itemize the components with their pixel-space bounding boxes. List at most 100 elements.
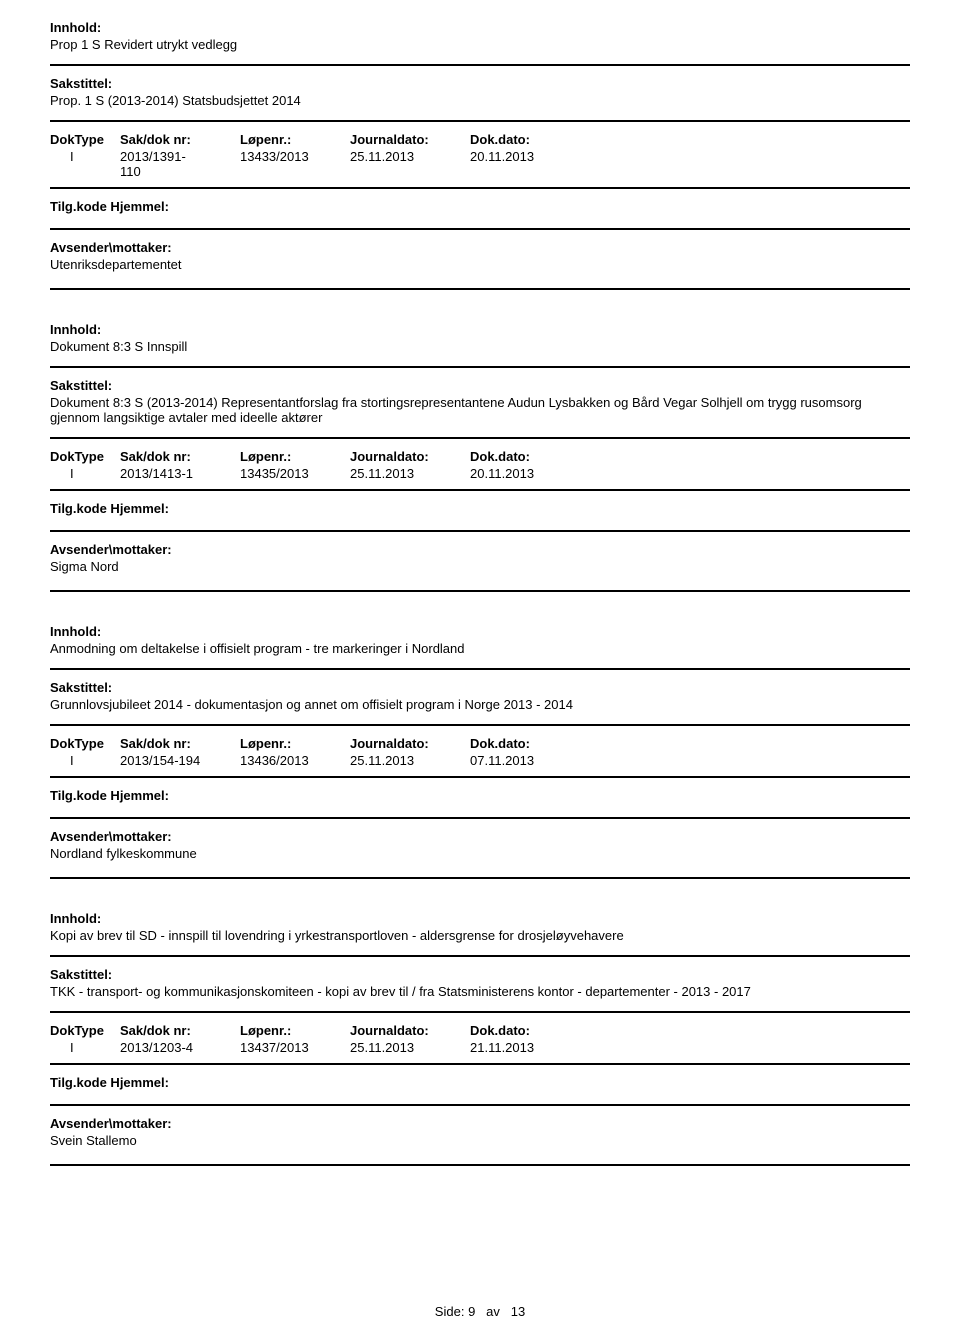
footer-of: av xyxy=(486,1304,500,1319)
sakstittel-label: Sakstittel: xyxy=(50,76,910,91)
innhold-value: Prop 1 S Revidert utrykt vedlegg xyxy=(50,37,910,52)
separator xyxy=(50,489,910,491)
journaldato-value: 25.11.2013 xyxy=(350,1040,470,1055)
entries-container: Innhold: Prop 1 S Revidert utrykt vedlegg… xyxy=(50,20,910,1166)
journal-entry: Innhold: Kopi av brev til SD - innspill t… xyxy=(50,911,910,1166)
data-row: I2013/1413-113435/201325.11.201320.11.20… xyxy=(50,466,910,481)
doktype-header: DokType xyxy=(50,132,120,147)
separator xyxy=(50,228,910,230)
avsender-value: Nordland fylkeskommune xyxy=(50,846,910,861)
journaldato-header: Journaldato: xyxy=(350,736,470,751)
doktype-value: I xyxy=(50,466,120,481)
avsender-value: Sigma Nord xyxy=(50,559,910,574)
journal-entry: Innhold: Anmodning om deltakelse i offisi… xyxy=(50,624,910,879)
separator xyxy=(50,187,910,189)
innhold-value: Anmodning om deltakelse i offisielt prog… xyxy=(50,641,910,656)
journal-entry: Innhold: Prop 1 S Revidert utrykt vedlegg… xyxy=(50,20,910,290)
doktype-header: DokType xyxy=(50,736,120,751)
avsender-value: Svein Stallemo xyxy=(50,1133,910,1148)
journaldato-header: Journaldato: xyxy=(350,449,470,464)
innhold-label: Innhold: xyxy=(50,20,910,35)
separator xyxy=(50,1104,910,1106)
footer-label: Side: xyxy=(435,1304,465,1319)
sakdok-value: 2013/1203-4 xyxy=(120,1040,240,1055)
data-row: I2013/154-19413436/201325.11.201307.11.2… xyxy=(50,753,910,768)
lopenr-header: Løpenr.: xyxy=(240,449,350,464)
sakdok-header: Sak/dok nr: xyxy=(120,449,240,464)
tilgkode-label: Tilg.kode Hjemmel: xyxy=(50,1075,910,1090)
sakdok-value: 2013/154-194 xyxy=(120,753,240,768)
dokdato-value: 21.11.2013 xyxy=(470,1040,590,1055)
page-footer: Side: 9 av 13 xyxy=(0,1304,960,1319)
separator xyxy=(50,724,910,726)
separator xyxy=(50,437,910,439)
journaldato-header: Journaldato: xyxy=(350,132,470,147)
innhold-label: Innhold: xyxy=(50,911,910,926)
journaldato-value: 25.11.2013 xyxy=(350,149,470,179)
separator xyxy=(50,877,910,879)
column-headers: DokTypeSak/dok nr:Løpenr.:Journaldato:Do… xyxy=(50,449,910,464)
dokdato-header: Dok.dato: xyxy=(470,736,590,751)
innhold-label: Innhold: xyxy=(50,322,910,337)
separator xyxy=(50,366,910,368)
sakstittel-label: Sakstittel: xyxy=(50,378,910,393)
sakstittel-value: Grunnlovsjubileet 2014 - dokumentasjon o… xyxy=(50,697,910,712)
separator xyxy=(50,817,910,819)
column-headers: DokTypeSak/dok nr:Løpenr.:Journaldato:Do… xyxy=(50,736,910,751)
tilgkode-label: Tilg.kode Hjemmel: xyxy=(50,199,910,214)
dokdato-value: 20.11.2013 xyxy=(470,149,590,179)
separator xyxy=(50,1063,910,1065)
sakdok-header: Sak/dok nr: xyxy=(120,736,240,751)
dokdato-value: 20.11.2013 xyxy=(470,466,590,481)
separator xyxy=(50,288,910,290)
dokdato-header: Dok.dato: xyxy=(470,449,590,464)
footer-total: 13 xyxy=(511,1304,525,1319)
journaldato-value: 25.11.2013 xyxy=(350,466,470,481)
dokdato-value: 07.11.2013 xyxy=(470,753,590,768)
doktype-value: I xyxy=(50,149,120,179)
journaldato-value: 25.11.2013 xyxy=(350,753,470,768)
avsender-label: Avsender\mottaker: xyxy=(50,542,910,557)
data-row: I2013/1391-11013433/201325.11.201320.11.… xyxy=(50,149,910,179)
sakstittel-label: Sakstittel: xyxy=(50,967,910,982)
innhold-value: Kopi av brev til SD - innspill til loven… xyxy=(50,928,910,943)
doktype-header: DokType xyxy=(50,1023,120,1038)
sakstittel-label: Sakstittel: xyxy=(50,680,910,695)
tilgkode-label: Tilg.kode Hjemmel: xyxy=(50,501,910,516)
separator xyxy=(50,64,910,66)
avsender-label: Avsender\mottaker: xyxy=(50,829,910,844)
separator xyxy=(50,955,910,957)
lopenr-header: Løpenr.: xyxy=(240,736,350,751)
sakdok-value: 2013/1391-110 xyxy=(120,149,240,179)
separator xyxy=(50,668,910,670)
separator xyxy=(50,1164,910,1166)
avsender-value: Utenriksdepartementet xyxy=(50,257,910,272)
separator xyxy=(50,120,910,122)
column-headers: DokTypeSak/dok nr:Løpenr.:Journaldato:Do… xyxy=(50,1023,910,1038)
innhold-label: Innhold: xyxy=(50,624,910,639)
avsender-label: Avsender\mottaker: xyxy=(50,1116,910,1131)
lopenr-value: 13436/2013 xyxy=(240,753,350,768)
column-headers: DokTypeSak/dok nr:Løpenr.:Journaldato:Do… xyxy=(50,132,910,147)
sakdok-header: Sak/dok nr: xyxy=(120,1023,240,1038)
sakstittel-value: TKK - transport- og kommunikasjonskomite… xyxy=(50,984,910,999)
doktype-value: I xyxy=(50,753,120,768)
innhold-value: Dokument 8:3 S Innspill xyxy=(50,339,910,354)
journal-entry: Innhold: Dokument 8:3 S Innspill Sakstitte… xyxy=(50,322,910,592)
avsender-label: Avsender\mottaker: xyxy=(50,240,910,255)
lopenr-header: Løpenr.: xyxy=(240,1023,350,1038)
sakstittel-value: Prop. 1 S (2013-2014) Statsbudsjettet 20… xyxy=(50,93,910,108)
lopenr-value: 13435/2013 xyxy=(240,466,350,481)
separator xyxy=(50,530,910,532)
journaldato-header: Journaldato: xyxy=(350,1023,470,1038)
lopenr-value: 13433/2013 xyxy=(240,149,350,179)
lopenr-value: 13437/2013 xyxy=(240,1040,350,1055)
sakstittel-value: Dokument 8:3 S (2013-2014) Representantf… xyxy=(50,395,910,425)
tilgkode-label: Tilg.kode Hjemmel: xyxy=(50,788,910,803)
separator xyxy=(50,1011,910,1013)
data-row: I2013/1203-413437/201325.11.201321.11.20… xyxy=(50,1040,910,1055)
lopenr-header: Løpenr.: xyxy=(240,132,350,147)
dokdato-header: Dok.dato: xyxy=(470,132,590,147)
sakdok-header: Sak/dok nr: xyxy=(120,132,240,147)
separator xyxy=(50,590,910,592)
